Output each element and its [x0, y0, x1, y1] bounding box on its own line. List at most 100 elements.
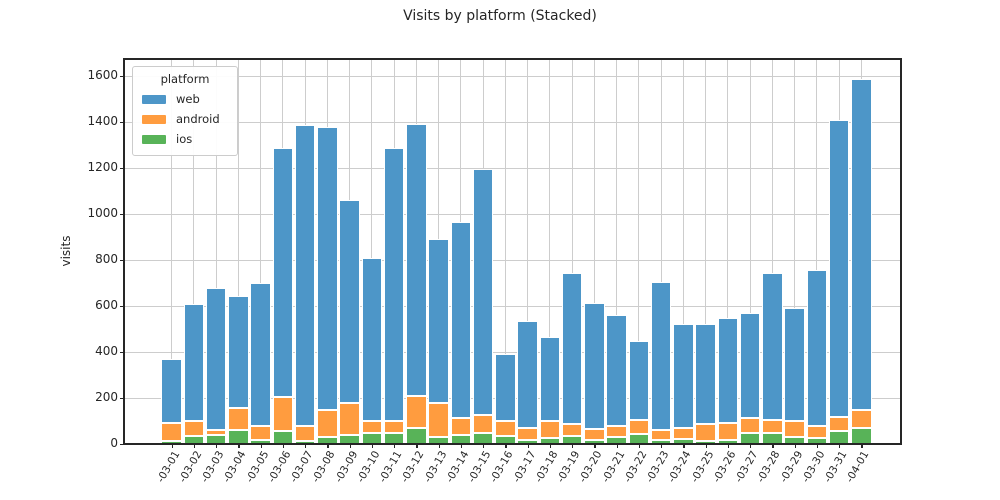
x-gridline	[727, 59, 729, 444]
bar-segment-android	[650, 429, 672, 441]
legend-entry-ios: ios	[133, 129, 237, 149]
bar-segment-web	[828, 119, 850, 417]
x-tick-mark	[171, 444, 173, 448]
bar-segment-android	[628, 420, 650, 435]
y-tick-label: 400	[95, 344, 118, 358]
bar-segment-android	[606, 425, 627, 437]
bar-segment-web	[183, 303, 205, 422]
x-tick-mark	[616, 444, 618, 448]
legend-swatch-android	[142, 114, 166, 124]
bar-segment-android	[717, 422, 739, 441]
x-gridline	[371, 59, 373, 444]
x-gridline	[705, 59, 707, 444]
x-tick-mark	[327, 444, 329, 448]
axis-spine-top	[124, 58, 901, 60]
bar-segment-web	[628, 340, 650, 421]
bar-segment-web	[739, 312, 761, 419]
y-tick-label: 800	[95, 252, 118, 266]
bar-segment-android	[294, 425, 316, 442]
bar-segment-web	[383, 148, 405, 421]
x-tick-mark	[638, 444, 641, 448]
y-gridline	[124, 259, 901, 261]
y-gridline	[124, 213, 901, 215]
y-tick-mark	[120, 122, 124, 124]
bar-segment-android	[851, 409, 872, 428]
bar-segment-android	[739, 418, 761, 433]
x-gridline	[504, 59, 506, 444]
axis-spine-right	[900, 58, 902, 445]
y-tick-mark	[120, 214, 124, 216]
x-gridline	[771, 59, 773, 444]
bar-segment-android	[784, 421, 805, 438]
bar-segment-web	[472, 169, 494, 415]
y-gridline	[124, 121, 901, 123]
x-tick-mark	[750, 444, 752, 448]
bar-segment-ios	[828, 430, 850, 444]
bar-segment-android	[561, 424, 583, 437]
x-tick-mark	[349, 444, 351, 448]
bar-segment-android	[383, 420, 405, 433]
bar-segment-android	[406, 396, 427, 428]
x-tick-mark	[416, 444, 418, 448]
x-tick-mark	[238, 444, 240, 448]
bar-segment-web	[205, 287, 227, 431]
chart-title: Visits by platform (Stacked)	[403, 8, 597, 24]
bar-segment-web	[762, 272, 783, 420]
x-tick-mark	[282, 444, 285, 448]
bar-segment-android	[339, 402, 360, 436]
x-tick-mark	[371, 444, 374, 448]
x-tick-mark	[839, 444, 841, 448]
bar-segment-web	[561, 272, 583, 425]
x-tick-mark	[594, 444, 596, 448]
bar-segment-web	[250, 283, 271, 426]
x-tick-mark	[794, 444, 796, 448]
legend-label: android	[176, 112, 220, 126]
bar-segment-android	[361, 421, 383, 433]
legend-title: platform	[160, 72, 210, 86]
y-tick-mark	[120, 306, 124, 308]
x-gridline	[593, 59, 595, 444]
axis-spine-left	[123, 58, 125, 445]
legend: platform web android ios	[132, 66, 238, 156]
y-tick-label: 200	[95, 390, 118, 404]
y-tick-label: 1400	[87, 114, 118, 129]
bar-segment-web	[339, 200, 360, 403]
x-gridline	[682, 59, 684, 444]
axis-spine-bottom	[124, 443, 901, 445]
bar-segment-web	[717, 317, 739, 423]
x-gridline	[527, 59, 529, 444]
x-gridline	[571, 59, 573, 444]
y-tick-label: 1000	[87, 206, 118, 220]
bar-segment-web	[406, 124, 427, 397]
bar-segment-web	[606, 315, 627, 426]
bar-segment-android	[495, 421, 516, 437]
bar-segment-web	[695, 324, 716, 424]
bar-segment-android	[517, 427, 538, 440]
bar-segment-android	[472, 415, 494, 434]
legend-entry-android: android	[133, 109, 237, 129]
x-tick-mark	[260, 444, 262, 448]
x-tick-mark	[438, 444, 440, 448]
bar-segment-web	[517, 320, 538, 428]
bar-segment-android	[205, 430, 227, 436]
x-tick-mark	[193, 444, 196, 448]
y-tick-mark	[120, 398, 124, 400]
x-gridline	[215, 59, 217, 444]
x-gridline	[237, 59, 239, 444]
bar-segment-ios	[406, 427, 427, 444]
y-gridline	[124, 75, 901, 77]
bar-segment-web	[272, 148, 294, 397]
bar-segment-android	[828, 416, 850, 431]
x-gridline	[549, 59, 551, 444]
x-tick-mark	[816, 444, 819, 448]
x-tick-mark	[527, 444, 529, 448]
y-tick-mark	[120, 260, 124, 262]
bar-segment-android	[183, 421, 205, 437]
y-tick-mark	[120, 352, 124, 354]
y-tick-mark	[120, 168, 124, 170]
x-gridline	[171, 59, 173, 444]
bar-segment-web	[428, 239, 449, 404]
plot-area: platform web android ios	[124, 59, 901, 444]
legend-label: web	[176, 92, 200, 106]
x-gridline	[660, 59, 662, 444]
